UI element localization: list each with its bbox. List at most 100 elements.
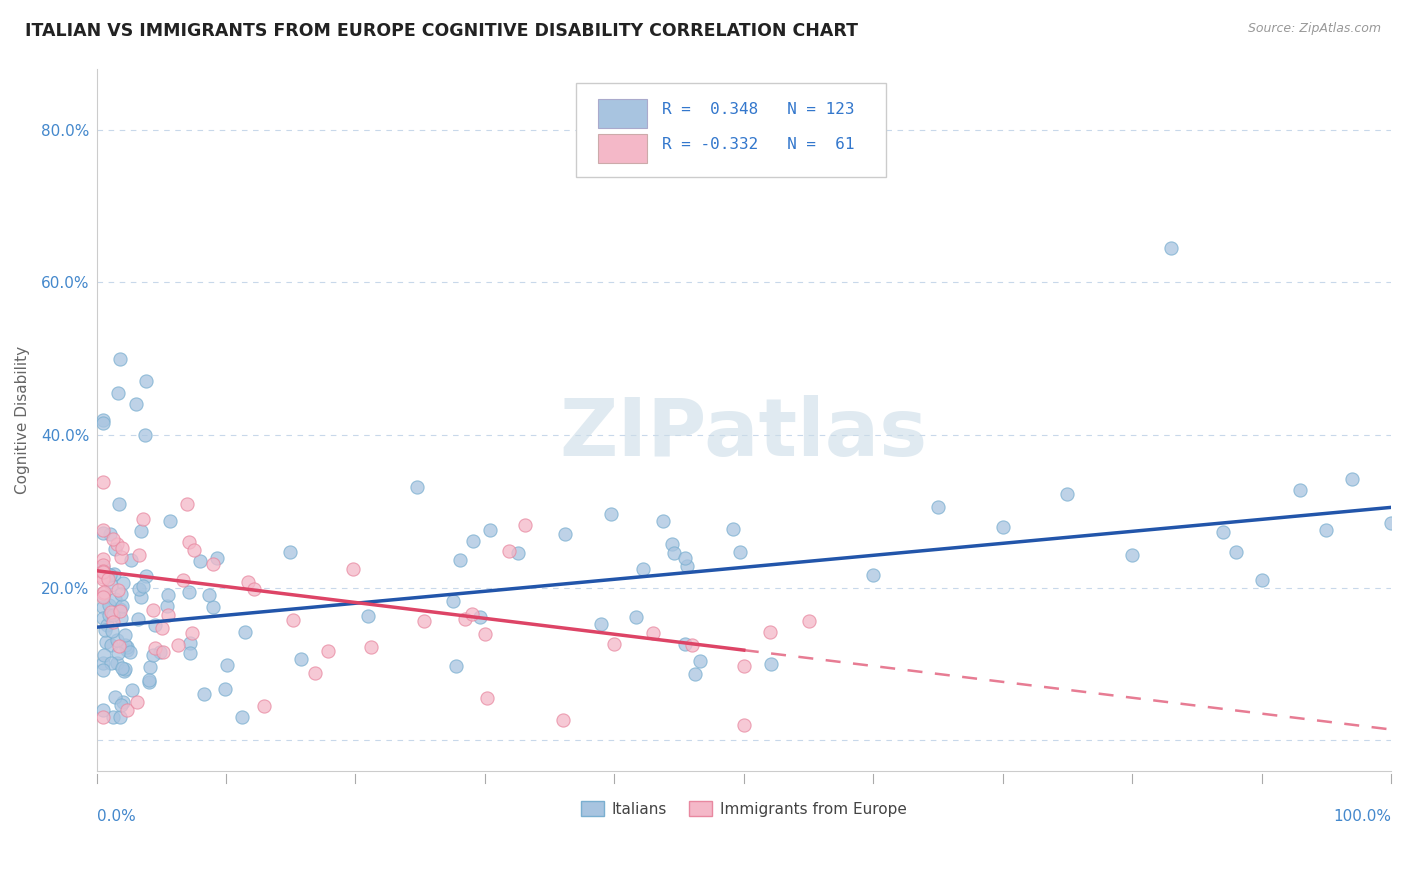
Point [214,681,236,696]
Point [114,639,136,653]
Point [673,636,696,650]
Point [474,627,496,641]
Point [101,532,124,546]
Point [554,526,576,541]
Point [97,572,120,586]
Text: R =  0.348   N = 123: R = 0.348 N = 123 [662,103,855,117]
Point [107,385,129,400]
Point [1315,524,1337,538]
Point [91,656,114,670]
Point [215,657,238,672]
Point [673,551,696,566]
Point [202,557,225,571]
Point [110,587,132,601]
Point [179,636,201,650]
Point [683,667,706,681]
Point [157,607,180,622]
Point [115,642,138,657]
Text: 100.0%: 100.0% [1333,809,1391,824]
Point [599,508,621,522]
Point [143,617,166,632]
Point [183,543,205,558]
Point [110,710,132,724]
Point [927,500,949,515]
Point [128,582,150,597]
Point [105,633,128,648]
Point [103,690,125,704]
Point [728,544,751,558]
Point [135,569,157,583]
Point [94,634,117,648]
Point [91,551,114,566]
Point [91,565,114,579]
Point [104,592,127,607]
Point [112,695,135,709]
Point [1341,472,1364,486]
Point [201,599,224,614]
Point [112,664,135,678]
Point [96,618,118,632]
Point [449,552,471,566]
Point [406,480,429,494]
Point [551,713,574,727]
Point [138,675,160,690]
Point [114,661,136,675]
Point [1160,241,1182,255]
Point [233,624,256,639]
Point [172,573,194,587]
Point [689,654,711,668]
Point [94,624,117,638]
Point [111,661,134,675]
Point [107,582,129,597]
Point [342,562,364,576]
Point [991,520,1014,534]
Point [498,544,520,558]
Point [91,570,114,584]
Point [118,645,141,659]
Point [110,611,132,625]
Point [100,605,122,619]
Point [108,602,131,616]
Point [127,612,149,626]
Point [470,610,492,624]
Point [281,613,304,627]
Point [91,590,114,604]
Point [149,645,172,659]
Point [129,524,152,539]
Text: R = -0.332   N =  61: R = -0.332 N = 61 [662,137,855,153]
Point [143,641,166,656]
Point [862,567,884,582]
Point [134,428,156,442]
Point [91,564,114,578]
Point [91,526,114,541]
Point [91,475,114,489]
Point [108,497,131,511]
Point [360,640,382,654]
FancyBboxPatch shape [598,99,647,128]
Point [797,614,820,628]
Point [181,625,204,640]
Point [138,673,160,687]
Point [1379,516,1402,531]
Point [129,590,152,604]
Point [733,659,755,673]
Point [96,566,118,581]
Point [91,663,114,677]
Point [100,568,122,582]
Point [132,512,155,526]
Point [676,559,699,574]
Point [107,646,129,660]
Point [198,588,221,602]
Point [139,660,162,674]
Point [177,535,200,549]
Point [236,574,259,589]
Point [252,698,274,713]
FancyBboxPatch shape [575,83,886,178]
Point [1289,483,1312,498]
Point [101,608,124,623]
Point [193,687,215,701]
Point [441,594,464,608]
Point [111,576,134,591]
Point [91,599,114,614]
Point [278,544,301,558]
